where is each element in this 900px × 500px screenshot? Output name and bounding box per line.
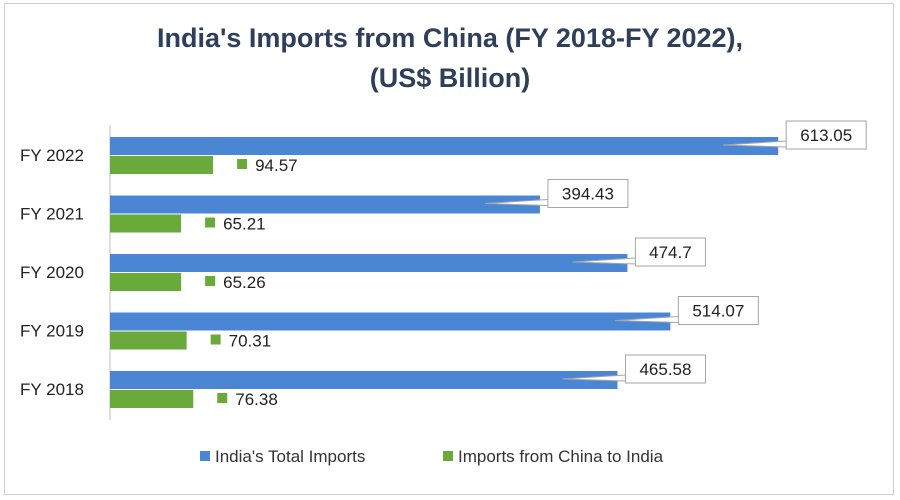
- bar-china-imports: [110, 273, 182, 291]
- bar-total-imports: [110, 371, 618, 389]
- chart-frame: [4, 3, 894, 495]
- chart-title-block: India's Imports from China (FY 2018-FY 2…: [0, 18, 900, 98]
- legend-swatch-total: [200, 451, 210, 461]
- category-label: FY 2021: [20, 205, 84, 224]
- data-label-china-imports: 76.38: [235, 390, 278, 409]
- data-label-total-imports: 613.05: [800, 126, 852, 145]
- bar-china-imports: [110, 331, 187, 350]
- category-label: FY 2019: [20, 322, 84, 341]
- legend-key-marker: [205, 276, 216, 286]
- legend-label-china: Imports from China to India: [458, 447, 664, 466]
- bar-china-imports: [110, 156, 214, 174]
- legend-key-marker: [210, 334, 221, 345]
- callout-pointer: [572, 257, 636, 265]
- callout-pointer: [615, 316, 679, 323]
- callout-box: [634, 237, 706, 267]
- data-label-china-imports: 70.31: [229, 332, 272, 351]
- data-label-china-imports: 94.57: [255, 156, 298, 175]
- chart-subtitle: (US$ Billion): [369, 63, 531, 93]
- callout-pointer: [484, 199, 548, 206]
- bar-total-imports: [110, 312, 671, 331]
- bar-total-imports: [110, 254, 628, 272]
- data-label-total-imports: 474.7: [649, 243, 692, 262]
- callout-pointer: [562, 374, 626, 382]
- data-label-total-imports: 514.07: [692, 302, 744, 321]
- callout-box: [785, 120, 867, 150]
- category-label: FY 2020: [20, 263, 84, 282]
- legend-key-marker: [217, 393, 228, 403]
- bar-total-imports: [110, 195, 540, 214]
- callout-pointer: [723, 140, 787, 148]
- callout-box: [677, 296, 759, 325]
- bar-china-imports: [110, 214, 182, 233]
- data-label-total-imports: 465.58: [639, 360, 691, 379]
- category-label: FY 2018: [20, 380, 84, 399]
- legend-key-marker: [237, 159, 248, 169]
- category-label: FY 2022: [20, 146, 84, 165]
- legend-swatch-china: [443, 451, 453, 461]
- bar-china-imports: [110, 390, 194, 408]
- legend-key-marker: [205, 217, 216, 228]
- bar-total-imports: [110, 137, 779, 155]
- legend-label-total: India's Total Imports: [215, 447, 365, 466]
- chart-title: India's Imports from China (FY 2018-FY 2…: [156, 23, 744, 53]
- data-label-total-imports: 394.43: [562, 185, 614, 204]
- callout-box: [624, 354, 706, 384]
- data-label-china-imports: 65.26: [223, 273, 266, 292]
- data-label-china-imports: 65.21: [223, 215, 266, 234]
- callout-box: [547, 179, 629, 208]
